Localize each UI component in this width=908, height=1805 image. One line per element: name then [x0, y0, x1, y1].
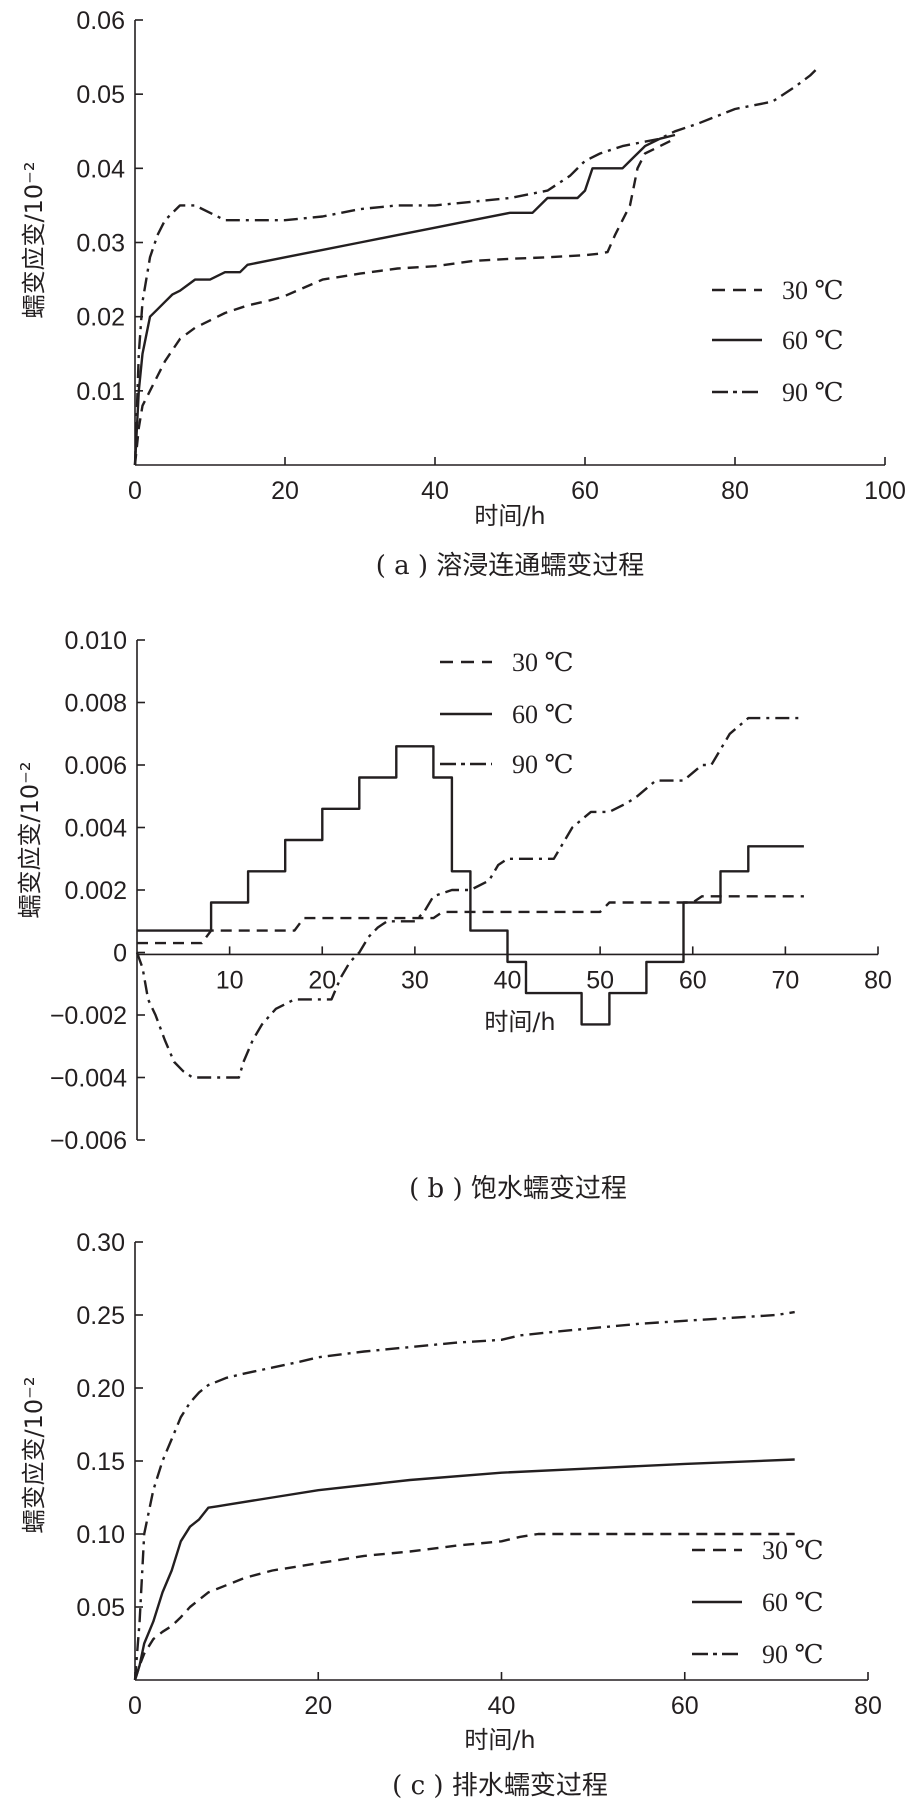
legend-label: 30 ℃	[762, 1536, 824, 1565]
y-tick-label: 0.15	[76, 1448, 125, 1476]
x-tick-label: 20	[271, 477, 299, 505]
x-tick-label: 0	[128, 477, 142, 505]
x-tick-label: 50	[586, 966, 614, 994]
y-tick-label: 0.20	[76, 1375, 125, 1403]
series-line-solid	[133, 133, 676, 466]
series-line-dashed	[137, 895, 804, 945]
y-tick-label: 0.05	[76, 1594, 125, 1622]
series-line-solid	[137, 745, 804, 1026]
panel-caption: ( c ) 排水蠕变过程	[392, 1771, 608, 1801]
panel-caption: ( b ) 饱水蠕变过程	[409, 1174, 627, 1204]
x-tick-label: 10	[216, 966, 244, 994]
x-axis-label: 时间/h	[474, 502, 545, 530]
legend-label: 90 ℃	[782, 378, 844, 407]
x-tick-label: 40	[488, 1692, 516, 1720]
y-tick-label: 0.05	[76, 81, 125, 109]
series-line-dashed	[133, 137, 676, 466]
y-axis-label: 蠕变应变/10⁻²	[20, 162, 48, 319]
y-tick-label: 0.25	[76, 1302, 125, 1330]
x-tick-label: 100	[864, 477, 906, 505]
x-axis-label: 时间/h	[464, 1726, 535, 1754]
x-tick-label: 60	[671, 1692, 699, 1720]
legend-label: 60 ℃	[512, 700, 574, 729]
series-line-dashed	[133, 1532, 795, 1681]
y-tick-label: 0.02	[76, 304, 125, 332]
legend-label: 90 ℃	[512, 750, 574, 779]
y-tick-label: −0.004	[50, 1065, 127, 1093]
y-tick-label: −0.002	[50, 1002, 127, 1030]
y-tick-label: 0.004	[64, 815, 127, 843]
panel-b: 0.010 0.008 0.006 0.004 0.002 0 −0.002 −0.004 −0…	[16, 627, 892, 1204]
y-tick-label: 0.10	[76, 1521, 125, 1549]
series-line-dashdot	[133, 67, 819, 466]
x-tick-label: 80	[854, 1692, 882, 1720]
x-tick-label: 20	[304, 1692, 332, 1720]
x-tick-label: 60	[679, 966, 707, 994]
x-axis-label: 时间/h	[484, 1008, 555, 1036]
y-tick-label: 0.06	[76, 7, 125, 35]
legend-label: 60 ℃	[782, 326, 844, 355]
legend-label: 30 ℃	[782, 276, 844, 305]
y-tick-label: 0	[113, 940, 127, 968]
legend-label: 90 ℃	[762, 1640, 824, 1669]
y-axis-label: 蠕变应变/10⁻²	[20, 1377, 48, 1534]
panel-caption: ( a ) 溶浸连通蠕变过程	[376, 551, 645, 581]
x-tick-label: 20	[308, 966, 336, 994]
legend-label: 30 ℃	[512, 648, 574, 677]
y-tick-label: 0.002	[64, 877, 127, 905]
y-tick-label: 0.03	[76, 230, 125, 258]
x-tick-label: 40	[421, 477, 449, 505]
y-tick-label: −0.006	[50, 1127, 127, 1155]
x-tick-label: 30	[401, 966, 429, 994]
y-tick-label: 0.04	[76, 155, 125, 183]
panel-a: 0.06 0.05 0.04 0.03 0.02 0.01 0 20 40 60 80 100 时间/h…	[20, 7, 906, 581]
y-axis-label: 蠕变应变/10⁻²	[16, 762, 44, 919]
x-tick-label: 60	[571, 477, 599, 505]
series-line-solid	[133, 1458, 795, 1681]
y-tick-label: 0.008	[64, 690, 127, 718]
y-tick-label: 0.01	[76, 378, 125, 406]
y-tick-label: 0.30	[76, 1229, 125, 1257]
legend-label: 60 ℃	[762, 1588, 824, 1617]
series-line-dashdot	[135, 716, 804, 1079]
y-tick-label: 0.010	[64, 627, 127, 655]
x-tick-label: 70	[771, 966, 799, 994]
x-tick-label: 80	[864, 966, 892, 994]
panel-c: 0.30 0.25 0.20 0.15 0.10 0.05 0 20 40 60 80 时间/h 蠕变应…	[20, 1229, 882, 1801]
y-tick-label: 0.006	[64, 752, 127, 780]
x-tick-label: 0	[128, 1692, 142, 1720]
x-tick-label: 40	[494, 966, 522, 994]
x-tick-label: 80	[721, 477, 749, 505]
series-line-dashdot	[133, 1310, 795, 1681]
